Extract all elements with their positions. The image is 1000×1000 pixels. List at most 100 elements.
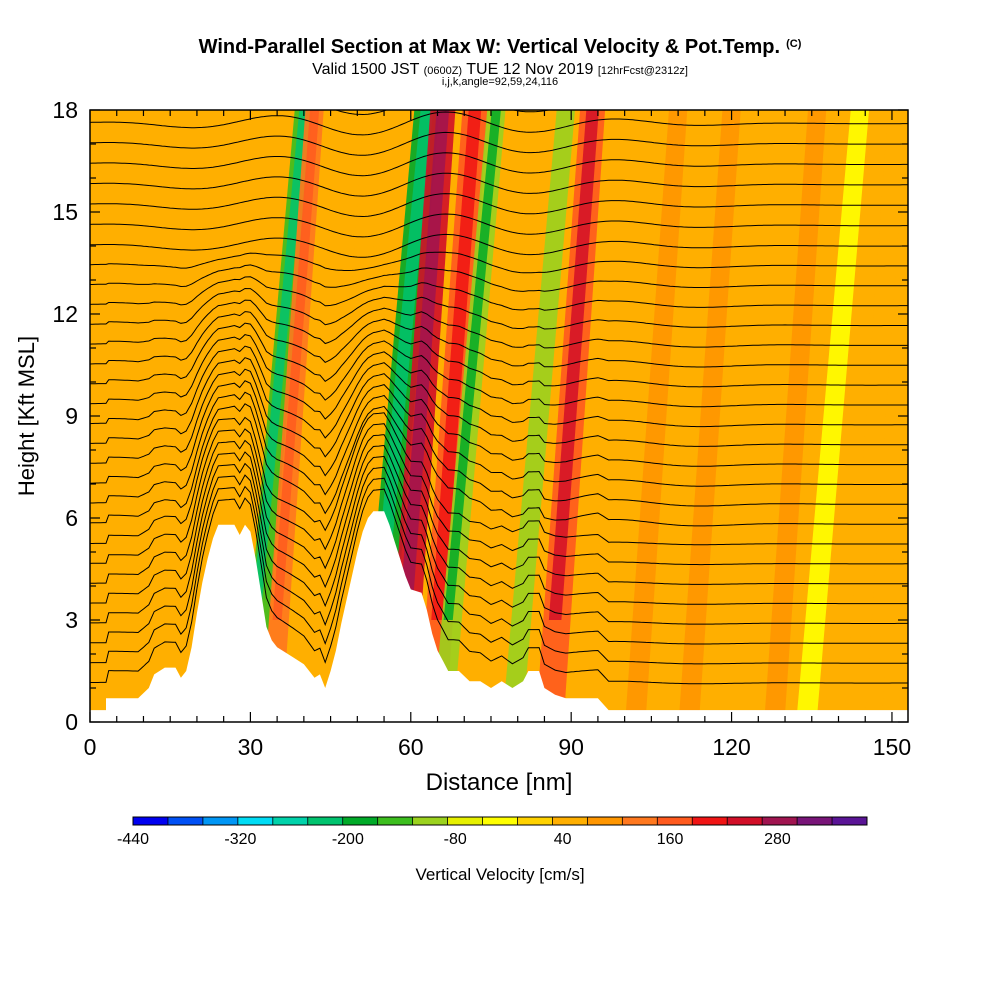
colorbar-swatch [377, 817, 413, 825]
colorbar-swatch [727, 817, 763, 825]
x-tick-label: 90 [558, 734, 584, 760]
isentrope-line [90, 357, 908, 447]
velocity-band-core [443, 110, 501, 620]
colorbar-swatch [202, 817, 239, 825]
y-tick-label: 3 [65, 607, 78, 633]
colorbar-tick-label: 160 [657, 831, 684, 848]
isentrope-line [90, 251, 908, 274]
x-axis-label: Distance [nm] [426, 769, 573, 796]
isentrope-line [90, 131, 908, 156]
velocity-band [502, 110, 575, 722]
colorbar-label: Vertical Velocity [cm/s] [415, 865, 584, 884]
isentrope-line [90, 287, 908, 330]
velocity-band [844, 110, 907, 722]
isentrope-line [90, 322, 908, 388]
velocity-band-core [399, 110, 450, 620]
colorbar-tick-label: -440 [117, 831, 149, 848]
isentrope-line [90, 233, 908, 258]
x-tick-label: 60 [398, 734, 424, 760]
isentrope-line [90, 403, 908, 527]
subtitle-valid: Valid 1500 JST [312, 61, 424, 78]
x-tick-label: 30 [238, 734, 264, 760]
chart-subtitle: Valid 1500 JST (0600Z) TUE 12 Nov 2019 [… [0, 61, 1000, 79]
y-tick-label: 0 [65, 709, 78, 735]
velocity-band-core [372, 110, 434, 620]
isentrope-line [90, 111, 908, 136]
isentrope-line [90, 380, 908, 487]
isentrope-line [90, 434, 908, 585]
chart-title-text: Wind-Parallel Section at Max W: Vertical… [198, 36, 781, 58]
colorbar-swatch [133, 817, 169, 825]
velocity-band-core [548, 110, 599, 620]
chart-title-mark: (C) [786, 38, 802, 50]
isentrope-line [90, 334, 908, 408]
isentrope-line [90, 172, 908, 197]
velocity-band-core [272, 110, 320, 620]
isentrope-line [90, 152, 908, 177]
y-tick-label: 9 [65, 403, 78, 429]
isentropes [90, 71, 908, 685]
colorbar-tick-label: 280 [764, 831, 791, 848]
velocity-band-core [431, 110, 482, 620]
chart-indices: i,j,k,angle=92,59,24,116 [441, 76, 559, 88]
isentrope-line [90, 264, 908, 292]
colorbar-tick-label: 40 [554, 831, 572, 848]
terrain [90, 511, 908, 722]
colorbar-swatch [517, 817, 553, 825]
isentrope-line [90, 477, 908, 665]
subtitle-date: TUE 12 Nov 2019 [462, 61, 598, 78]
colorbar-swatch [657, 817, 693, 825]
colorbar-swatch [692, 817, 728, 825]
x-tick-label: 150 [873, 734, 911, 760]
velocity-band [796, 110, 870, 722]
isentrope-line [90, 466, 908, 645]
x-tick-label: 120 [712, 734, 750, 760]
subtitle-utc: (0600Z) [423, 65, 463, 77]
y-tick-label: 6 [65, 505, 78, 531]
isentrope-line [90, 71, 908, 94]
isentrope-line [90, 311, 908, 368]
colorbar-swatch [237, 817, 274, 825]
velocity-band [764, 110, 827, 722]
isentrope-line [90, 412, 908, 546]
isentrope-line [90, 345, 908, 428]
velocity-band [625, 110, 688, 722]
colorbar-swatch [342, 817, 378, 825]
y-tick-label: 18 [52, 97, 78, 123]
colorbar-swatch [447, 817, 483, 825]
colorbar-swatch [167, 817, 204, 825]
isentrope-line [90, 488, 908, 685]
colorbar-swatch [482, 817, 518, 825]
colorbar-tick-label: -320 [224, 831, 256, 848]
colorbar-swatch [832, 817, 868, 825]
velocity-band [678, 110, 741, 722]
colorbar-swatch [587, 817, 623, 825]
velocity-band [320, 110, 383, 722]
isentrope-line [90, 391, 908, 507]
y-tick-label: 12 [52, 301, 78, 327]
y-tick-label: 15 [52, 199, 78, 225]
isentrope-line [90, 299, 908, 349]
colorbar-tick-label: -200 [332, 831, 364, 848]
isentrope-line [90, 213, 908, 238]
isentrope-line [90, 455, 908, 625]
colorbar-tick-label: -80 [444, 831, 467, 848]
isentrope-line [90, 276, 908, 311]
chart-title: Wind-Parallel Section at Max W: Vertical… [0, 36, 1000, 59]
isentrope-line [90, 368, 908, 467]
colorbar-swatch [412, 817, 448, 825]
colorbar-swatch [622, 817, 658, 825]
velocity-band-core [251, 110, 309, 620]
colorbar-swatch [272, 817, 309, 825]
x-tick-label: 0 [84, 734, 97, 760]
colorbar-swatch [307, 817, 344, 825]
colorbar-swatch [552, 817, 588, 825]
isentrope-line [90, 193, 908, 218]
velocity-band [881, 355, 908, 722]
isentrope-line [90, 423, 908, 566]
subtitle-forecast: [12hrFcst@2312z] [597, 65, 688, 77]
colorbar-swatch [762, 817, 798, 825]
colorbar-swatch [797, 817, 833, 825]
y-axis-label: Height [Kft MSL] [14, 336, 39, 496]
